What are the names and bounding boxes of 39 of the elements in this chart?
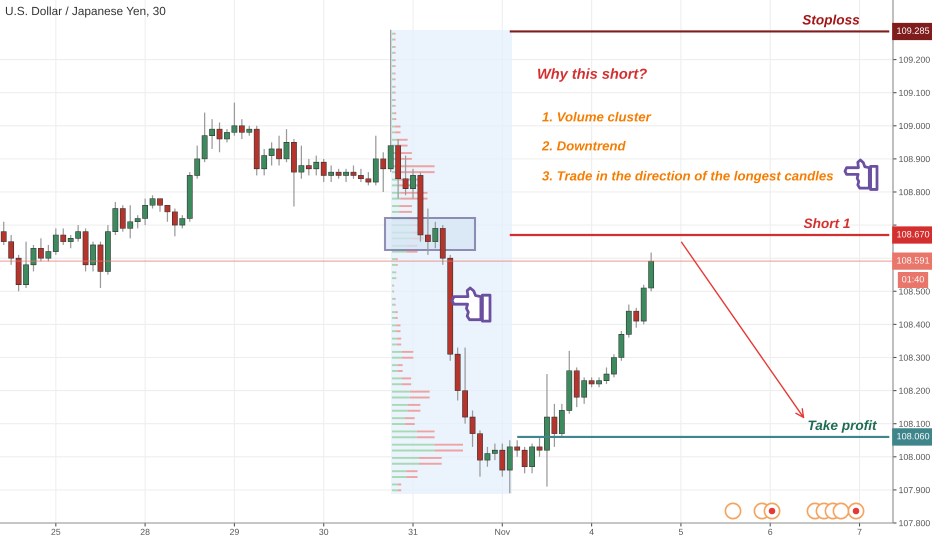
y-tick-label: 108.800 [899, 189, 930, 196]
x-tick-label: 5 [678, 528, 683, 535]
y-tick-label: 108.900 [899, 156, 930, 162]
x-tick-label: 29 [230, 528, 239, 535]
y-tick-label: 108.000 [899, 454, 930, 460]
y-tick-label: 108.100 [899, 420, 930, 427]
x-tick-label: 31 [408, 528, 418, 535]
annotation: 2. Downtrend [542, 140, 626, 151]
candlestick [60, 228, 66, 246]
data-label: 109.285 [897, 27, 930, 34]
y-tick-label: 107.900 [899, 486, 930, 494]
text: U.S. Dollar / Japanese Yen, 30 [6, 6, 166, 18]
x-tick-label: Nov [495, 528, 510, 535]
annotation: 1. Volume cluster [542, 112, 652, 122]
text: 01:40 [902, 276, 924, 282]
y-tick-label: 108.200 [899, 388, 930, 394]
y-tick-label: 108.400 [899, 321, 930, 328]
y-tick-label: 108.500 [899, 288, 930, 295]
x-tick-label: 30 [319, 528, 328, 535]
y-tick-label: 107.800 [899, 520, 930, 526]
ref-line-label: 108.591 [897, 257, 930, 264]
y-tick-label: 108.300 [899, 354, 930, 361]
y-tick-label: 109.100 [899, 90, 930, 96]
series-label: Stoploss [802, 14, 860, 28]
candlestick [506, 440, 513, 494]
candlestick [380, 152, 386, 193]
data-label: 108.060 [897, 432, 930, 440]
y-tick-label: 109.000 [899, 122, 930, 130]
series-label: Take profit [808, 420, 877, 433]
series-label: Short 1 [804, 218, 850, 228]
x-tick-label: 4 [589, 528, 594, 535]
y-tick-label: 109.200 [899, 56, 930, 63]
x-tick-label: 28 [140, 528, 150, 535]
annotation: Why this short? [538, 68, 647, 82]
data-label: 108.670 [897, 230, 930, 238]
x-tick-label: 6 [768, 528, 772, 535]
x-tick-label: 25 [51, 528, 60, 535]
annotation: 3. Trade in the direction of the longest candles [542, 170, 834, 184]
x-tick-label: 7 [858, 528, 862, 535]
